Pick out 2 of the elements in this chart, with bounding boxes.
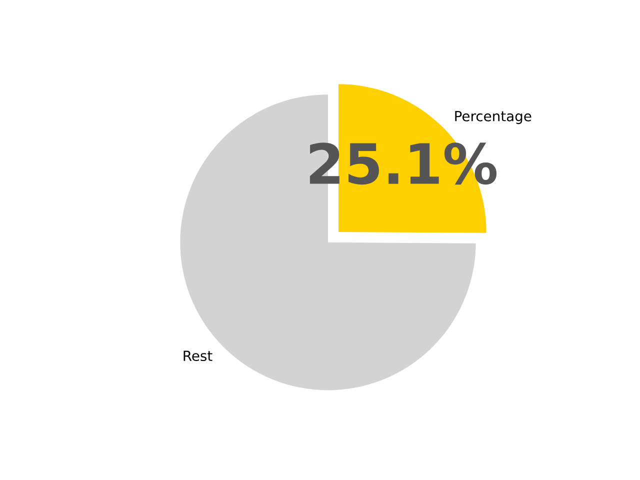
slice-label: Percentage [455,111,532,124]
slice-label: Rest [184,350,212,362]
